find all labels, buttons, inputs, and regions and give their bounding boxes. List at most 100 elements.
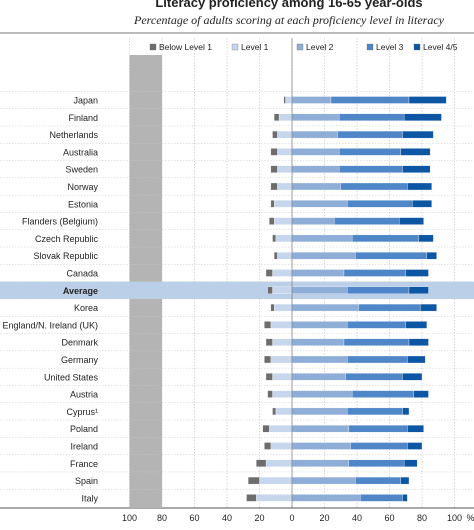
- bar-level-2: [291, 217, 335, 225]
- bar-level-2: [291, 321, 348, 329]
- bar-level-2: [291, 269, 345, 277]
- bar-level-1: [277, 165, 293, 173]
- bar-level-2: [291, 234, 353, 243]
- bar-level-2: [291, 425, 350, 433]
- bar-level-2: [291, 355, 348, 364]
- bar-level-3: [343, 269, 406, 277]
- bar-level-3: [338, 148, 402, 156]
- category-label: Ireland: [70, 442, 98, 452]
- legend-label: Level 1: [241, 42, 269, 52]
- bar-level-4-5: [402, 373, 423, 381]
- chart-legend: Below Level 1 Level 1 Level 2 Level 3 Level …: [149, 42, 458, 52]
- bar-level-1: [277, 252, 293, 260]
- bar-level-3: [340, 182, 408, 191]
- x-tick-label: 20: [319, 513, 329, 523]
- bar-level-3: [351, 390, 415, 398]
- bar-level-4-5: [407, 182, 432, 191]
- bar-level-3: [350, 442, 408, 450]
- chart-title: Literacy proficiency among 16-65 year-ol…: [155, 0, 422, 10]
- bar-level-3: [347, 200, 413, 208]
- bar-level-4-5: [407, 425, 424, 433]
- bar-below-level-1: [273, 252, 278, 260]
- bar-level-2: [291, 494, 361, 502]
- bar-level-3: [330, 96, 410, 104]
- bar-level-1: [265, 459, 293, 467]
- bar-level-3: [358, 303, 421, 312]
- bar-level-1: [259, 476, 293, 485]
- bar-below-level-1: [265, 269, 273, 277]
- bar-level-4-5: [400, 148, 431, 156]
- bar-below-level-1: [265, 373, 273, 381]
- bar-below-level-1: [246, 494, 257, 502]
- x-tick-label: 0: [289, 513, 294, 523]
- bar-level-3: [347, 321, 406, 329]
- bar-level-4-5: [418, 234, 434, 243]
- category-label: Czech Republic: [35, 234, 99, 244]
- bar-below-level-1: [265, 338, 273, 346]
- bar-level-3: [334, 217, 400, 225]
- x-tick-label: 100: [447, 513, 462, 523]
- bar-level-4-5: [402, 165, 431, 173]
- bar-level-1: [275, 407, 293, 416]
- x-tick-label: 40: [222, 513, 232, 523]
- bar-level-1: [270, 442, 293, 450]
- bar-level-3: [338, 165, 403, 173]
- bar-below-level-1: [272, 234, 276, 243]
- x-tick-label: 60: [189, 513, 199, 523]
- bar-below-level-1: [256, 459, 267, 467]
- highlight-row-band: [0, 281, 474, 299]
- bar-level-2: [291, 252, 356, 260]
- bar-level-3: [348, 425, 408, 433]
- bar-level-4-5: [400, 476, 410, 485]
- x-tick-label: 60: [384, 513, 394, 523]
- bar-level-1: [277, 130, 293, 139]
- x-tick-label: 40: [352, 513, 362, 523]
- bar-below-level-1: [264, 442, 272, 450]
- bar-level-4-5: [399, 217, 424, 225]
- bar-level-1: [272, 338, 293, 346]
- category-label: Austria: [70, 390, 98, 400]
- legend-label: Level 2: [306, 42, 334, 52]
- category-label: Korea: [74, 303, 98, 313]
- category-label: Estonia: [68, 199, 98, 209]
- bar-level-4-5: [413, 390, 429, 398]
- bar-level-1: [256, 494, 293, 502]
- x-tick-label: 20: [254, 513, 264, 523]
- bar-level-3: [355, 476, 402, 485]
- bar-level-1: [285, 96, 293, 104]
- x-tick-label: %: [466, 513, 474, 523]
- bar-level-3: [355, 252, 428, 260]
- bar-level-1: [273, 217, 293, 225]
- bar-level-2: [291, 407, 348, 416]
- bar-below-level-1: [272, 407, 276, 416]
- category-label: Average: [63, 286, 98, 296]
- bar-level-2: [291, 459, 350, 467]
- bar-level-3: [345, 373, 403, 381]
- bar-below-level-1: [267, 390, 273, 398]
- bar-level-2: [291, 476, 356, 485]
- category-label: Japan: [73, 96, 98, 106]
- bar-level-4-5: [407, 442, 423, 450]
- bar-level-2: [291, 96, 332, 104]
- bar-level-4-5: [405, 269, 429, 277]
- x-tick-label: 80: [417, 513, 427, 523]
- legend-swatch: [149, 43, 157, 51]
- bar-level-4-5: [408, 96, 447, 104]
- category-label: Slovak Republic: [33, 251, 98, 261]
- bar-below-level-1: [270, 303, 275, 312]
- bar-level-4-5: [405, 321, 428, 329]
- category-label: Cyprus¹: [66, 407, 98, 417]
- bar-level-3: [347, 286, 410, 294]
- bar-below-level-1: [270, 148, 278, 156]
- bar-level-4-5: [403, 113, 442, 121]
- category-label: Australia: [63, 147, 98, 157]
- bar-level-2: [291, 182, 341, 191]
- bar-level-1: [272, 286, 293, 294]
- bar-level-1: [270, 321, 293, 329]
- category-label: Flanders (Belgium): [22, 217, 98, 227]
- bar-level-1: [270, 355, 293, 364]
- x-tick-label: 80: [157, 513, 167, 523]
- bar-below-level-1: [272, 130, 278, 139]
- bar-below-level-1: [264, 355, 272, 364]
